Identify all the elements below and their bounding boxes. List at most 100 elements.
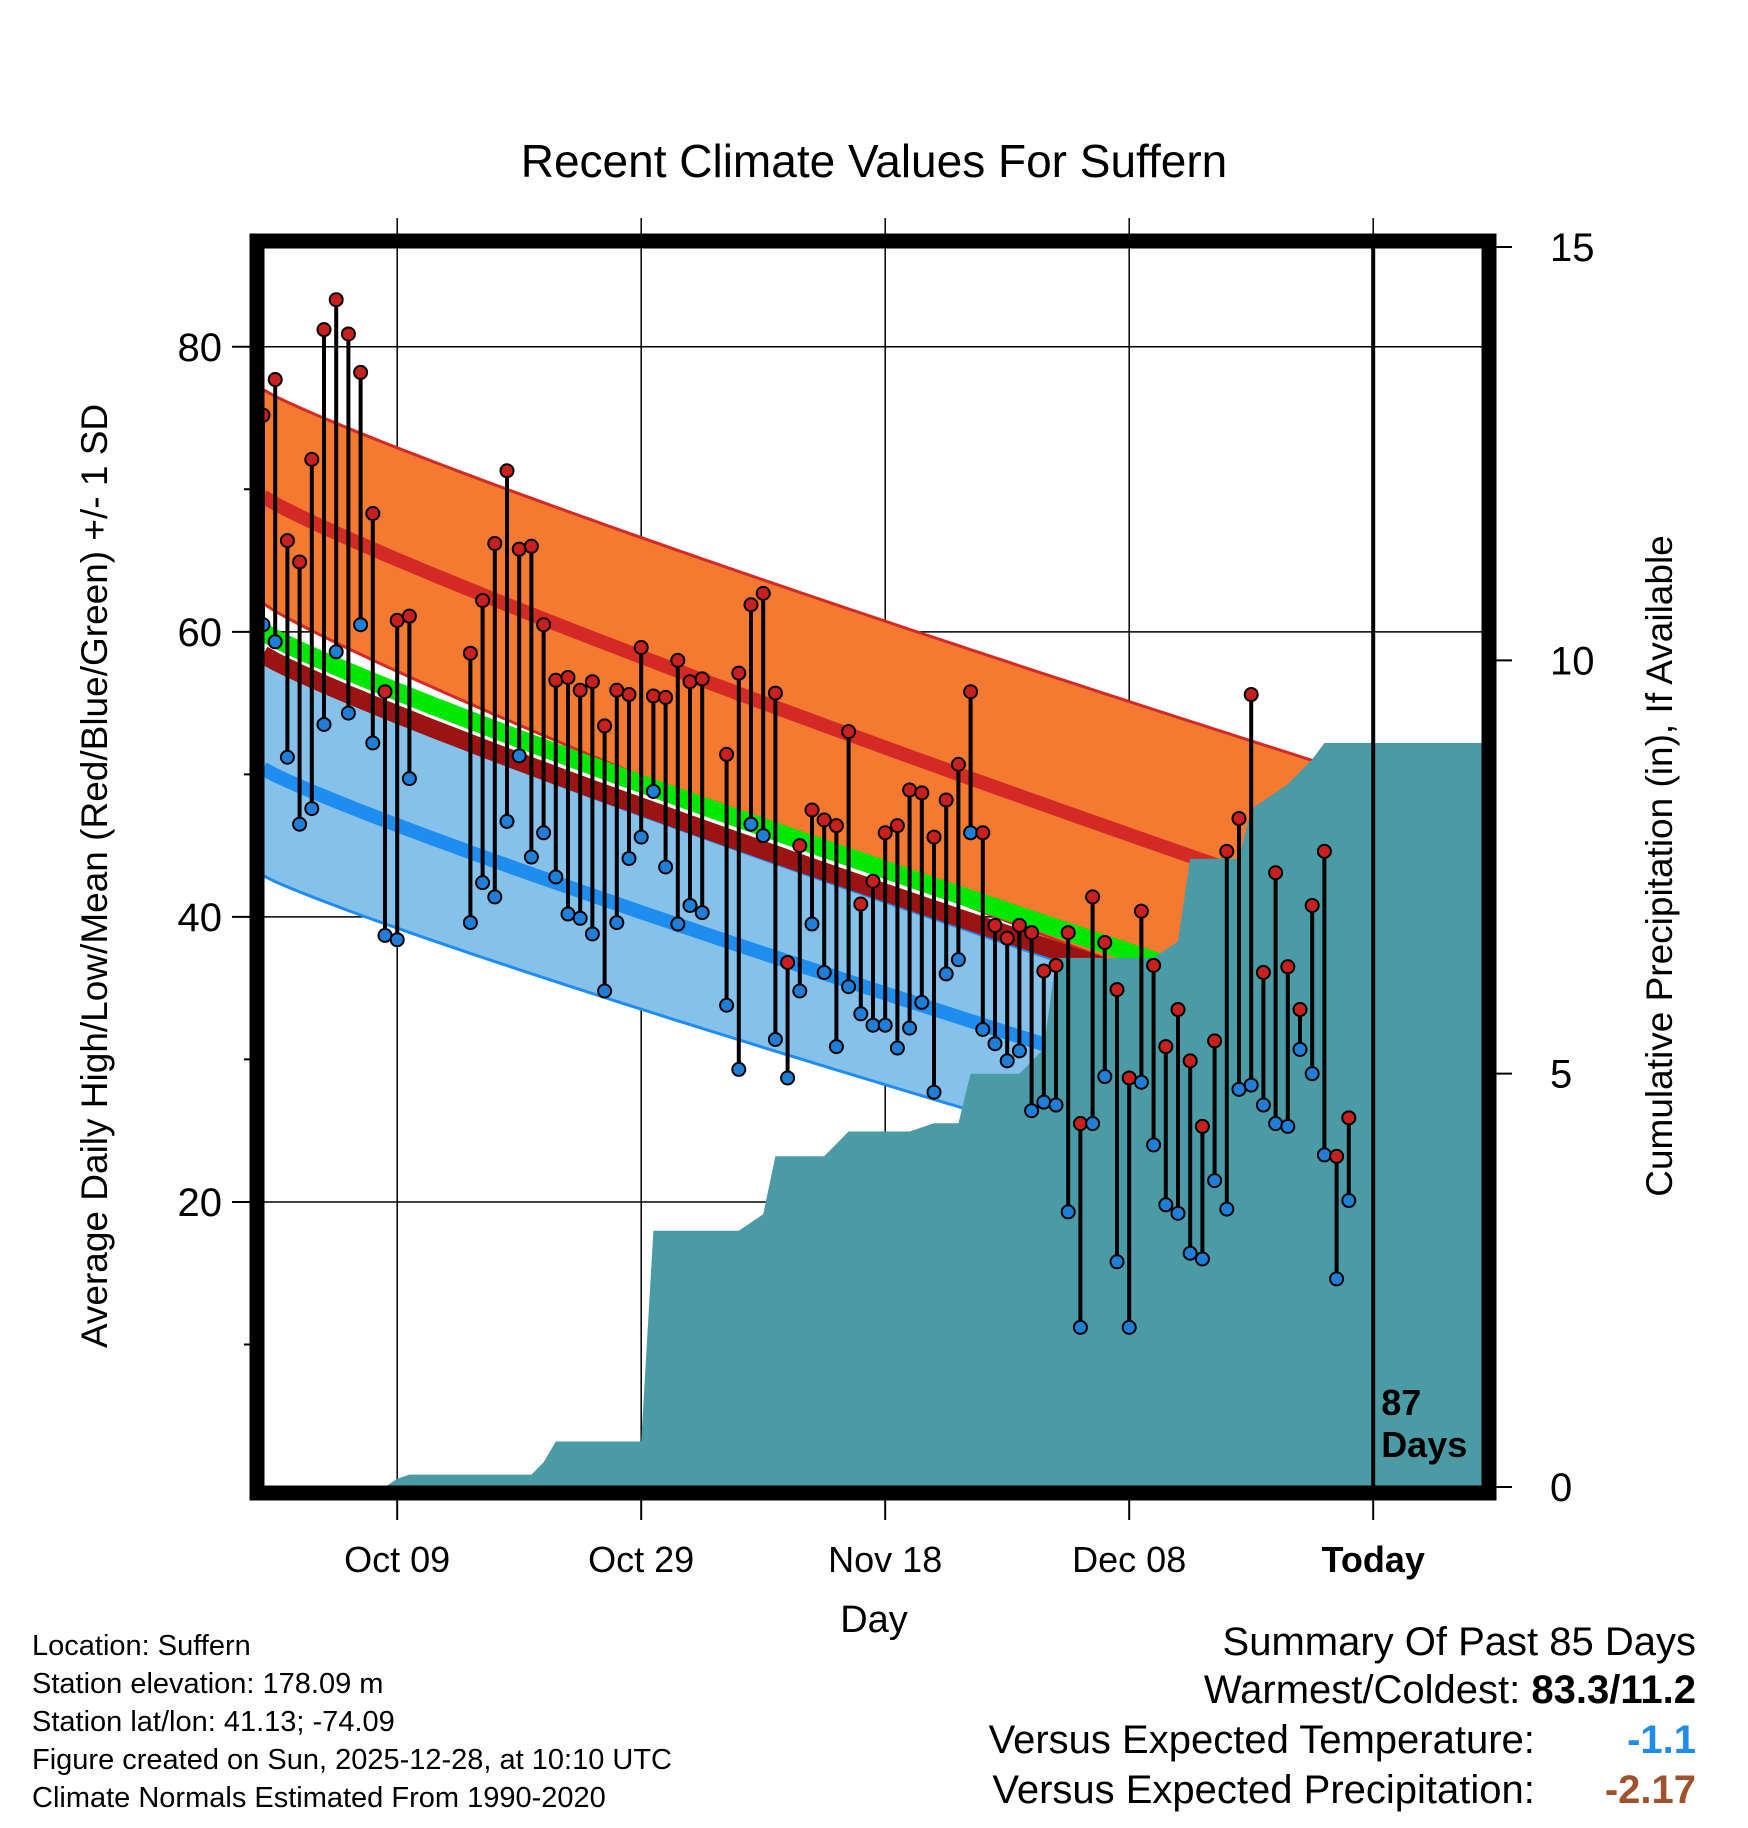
x-tick-label-4: Today	[1322, 1539, 1425, 1580]
y2-axis-label: Cumulative Precipitation (in), If Availa…	[1639, 535, 1680, 1197]
obs-high-11	[389, 612, 405, 628]
obs-low-11	[389, 932, 405, 948]
obs-high-63	[1085, 889, 1101, 905]
obs-high-26	[621, 687, 637, 703]
y-tick-label-60: 60	[178, 611, 223, 655]
obs-high-44	[853, 896, 869, 912]
obs-high-48	[902, 782, 918, 798]
obs-high-12	[401, 608, 417, 624]
obs-low-13	[462, 915, 478, 931]
obs-low-79	[1280, 1118, 1296, 1134]
obs-high-73	[1207, 1033, 1223, 1049]
y-tick-label-20: 20	[178, 1181, 223, 1225]
obs-low-32	[694, 905, 710, 921]
obs-low-80	[1292, 1041, 1308, 1057]
obs-low-19	[536, 825, 552, 841]
obs-high-80	[1292, 1002, 1308, 1018]
y-tick-label-80: 80	[178, 326, 223, 370]
footer-latlon: Station lat/lon: 41.13; -74.09	[32, 1706, 395, 1738]
obs-high-33	[719, 746, 735, 762]
footer-normals: Climate Normals Estimated From 1990-2020	[32, 1782, 606, 1814]
obs-low-24	[597, 983, 613, 999]
obs-low-23	[584, 926, 600, 942]
obs-low-57	[1011, 1043, 1027, 1059]
obs-high-51	[938, 792, 954, 808]
obs-low-20	[548, 869, 564, 885]
summary-temp: Versus Expected Temperature: -1.1	[989, 1718, 1696, 1763]
obs-high-8	[353, 364, 369, 380]
obs-high-43	[841, 724, 857, 740]
obs-high-10	[377, 684, 393, 700]
observed-temperatures	[255, 292, 1357, 1335]
obs-high-35	[743, 597, 759, 613]
obs-high-60	[1048, 957, 1064, 973]
obs-low-18	[523, 849, 539, 865]
high-upper-edge	[263, 388, 1483, 816]
x-tick-label-3: Dec 08	[1072, 1539, 1186, 1580]
obs-low-37	[767, 1031, 783, 1047]
obs-low-74	[1219, 1201, 1235, 1217]
precip-area-group	[263, 743, 1483, 1487]
obs-high-41	[816, 812, 832, 828]
obs-high-31	[682, 674, 698, 690]
obs-high-34	[731, 665, 747, 681]
obs-low-53	[963, 825, 979, 841]
obs-low-6	[328, 644, 344, 660]
obs-high-81	[1304, 897, 1320, 913]
obs-high-67	[1133, 903, 1149, 919]
obs-low-44	[853, 1006, 869, 1022]
obs-low-63	[1085, 1116, 1101, 1132]
obs-low-15	[487, 889, 503, 905]
obs-high-70	[1170, 1002, 1186, 1018]
obs-high-39	[792, 838, 808, 854]
axes: 20 40 60 80 0 5 10 15 Oct 09 Oct 29 Nov 18 Dec 08 To…	[178, 226, 1595, 1580]
obs-high-21	[560, 669, 576, 685]
obs-high-71	[1182, 1053, 1198, 1069]
obs-low-45	[865, 1017, 881, 1033]
obs-high-74	[1219, 843, 1235, 859]
obs-high-45	[865, 873, 881, 889]
obs-high-46	[877, 825, 893, 841]
obs-high-52	[950, 756, 966, 772]
obs-low-22	[572, 910, 588, 926]
obs-high-38	[780, 954, 796, 970]
obs-low-73	[1207, 1173, 1223, 1189]
obs-low-7	[340, 705, 356, 721]
obs-high-4	[304, 451, 320, 467]
obs-low-42	[828, 1039, 844, 1055]
obs-low-82	[1316, 1147, 1332, 1163]
obs-low-16	[499, 813, 515, 829]
obs-low-72	[1194, 1251, 1210, 1267]
obs-high-16	[499, 463, 515, 479]
warm-cold-label: Warmest/Coldest:	[1203, 1668, 1521, 1712]
obs-low-71	[1182, 1245, 1198, 1261]
obs-high-49	[914, 785, 930, 801]
y-axis-label: Average Daily High/Low/Mean (Red/Blue/Gr…	[74, 404, 115, 1348]
obs-low-31	[682, 897, 698, 913]
obs-low-39	[792, 983, 808, 999]
warm-cold-value: 83.3/11.2	[1531, 1668, 1696, 1712]
obs-low-64	[1097, 1069, 1113, 1085]
obs-low-58	[1024, 1103, 1040, 1119]
obs-high-18	[523, 538, 539, 554]
obs-high-36	[755, 585, 771, 601]
obs-high-59	[1036, 963, 1052, 979]
y2-tick-label-0: 0	[1550, 1466, 1572, 1510]
precip-diff-label: Versus Expected Precipitation:	[992, 1768, 1535, 1812]
obs-low-48	[902, 1020, 918, 1036]
obs-high-6	[328, 292, 344, 308]
obs-low-70	[1170, 1205, 1186, 1221]
obs-high-2	[279, 533, 295, 549]
obs-high-84	[1341, 1110, 1357, 1126]
obs-low-66	[1121, 1319, 1137, 1335]
precip-area	[263, 743, 1483, 1487]
obs-low-46	[877, 1017, 893, 1033]
x-tick-label-2: Nov 18	[828, 1539, 942, 1580]
obs-low-26	[621, 850, 637, 866]
obs-high-54	[975, 825, 991, 841]
obs-low-52	[950, 952, 966, 968]
obs-low-41	[816, 964, 832, 980]
obs-low-36	[755, 828, 771, 844]
obs-high-20	[548, 672, 564, 688]
